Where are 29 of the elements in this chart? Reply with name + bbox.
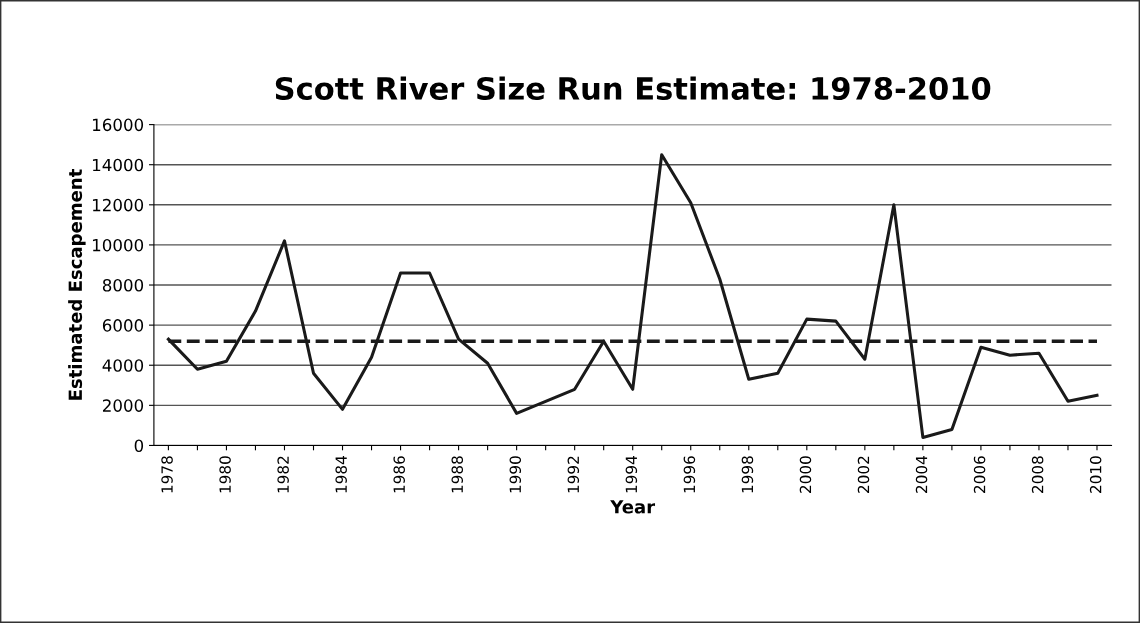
x-tick-label: 1978 — [161, 456, 173, 493]
y-tick-label: 12000 — [92, 198, 144, 212]
x-tick-label: 1990 — [509, 456, 522, 493]
y-tick-label: 16000 — [92, 118, 144, 132]
x-tick-label: 1988 — [451, 456, 464, 493]
y-tick-label: 10000 — [92, 238, 144, 252]
x-tick-label: 2010 — [1089, 456, 1102, 493]
x-tick-label: 2008 — [1031, 456, 1044, 493]
y-tick-label: 4000 — [102, 359, 144, 372]
x-tick-label: 1984 — [335, 456, 347, 493]
x-axis-title: Year — [610, 500, 656, 514]
y-tick-label: 2000 — [102, 399, 144, 412]
x-tick-label: 1986 — [393, 456, 405, 493]
x-tick-label: 1982 — [277, 456, 289, 493]
x-tick-label: 2006 — [973, 456, 986, 493]
y-tick-label: 8000 — [102, 278, 144, 292]
chart-title: Scott River Size Run Estimate: 1978-2010 — [275, 76, 991, 101]
x-tick-label: 2002 — [857, 456, 870, 493]
x-tick-label: 1998 — [741, 456, 754, 493]
x-tick-label: 1992 — [567, 456, 580, 493]
x-tick-label: 2000 — [799, 456, 812, 493]
y-axis-title: Estimated Escapement — [68, 169, 86, 400]
y-tick-label: 6000 — [102, 319, 144, 332]
x-tick-label: 1980 — [219, 456, 231, 493]
x-tick-label: 2004 — [915, 456, 928, 493]
y-tick-label: 0 — [134, 439, 144, 453]
x-tick-label: 1996 — [683, 456, 696, 493]
y-tick-label: 14000 — [92, 158, 144, 172]
x-tick-label: 1994 — [625, 456, 638, 493]
